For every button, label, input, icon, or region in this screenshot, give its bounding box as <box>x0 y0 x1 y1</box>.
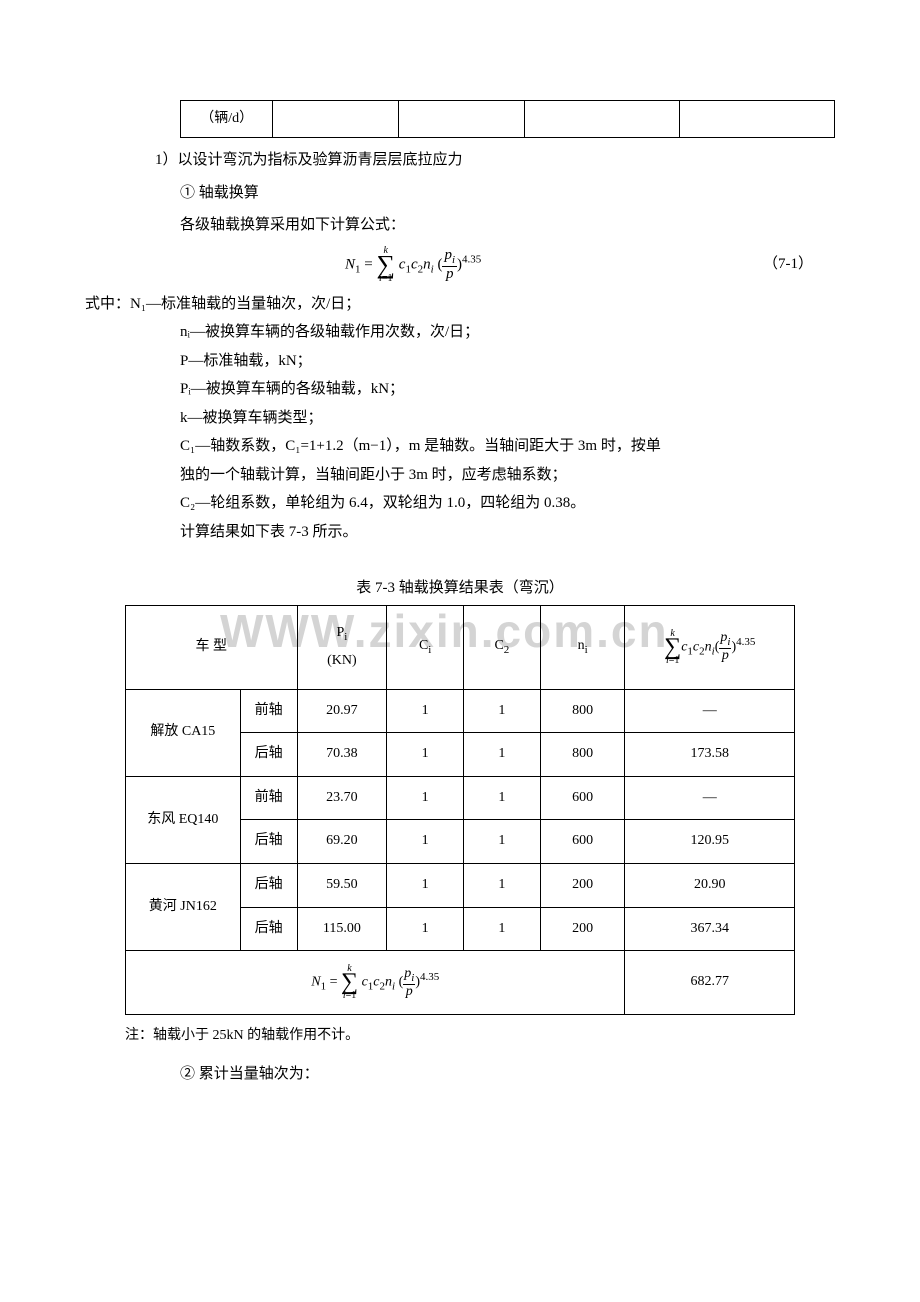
r2-p: 23.70 <box>297 776 387 820</box>
top-small-table: （辆/d） <box>180 100 835 138</box>
r2-c1: 1 <box>387 776 464 820</box>
para-step-2: ② 累计当量轴次为： <box>180 1060 835 1089</box>
hdr-ni: ni <box>540 605 625 689</box>
r5-c2: 1 <box>464 907 541 951</box>
sum-formula: N1 = k ∑ i=1 c1c2ni ( pi p )4.35 <box>126 951 625 1015</box>
r5-n: 200 <box>540 907 625 951</box>
r3-axle: 后轴 <box>240 820 297 864</box>
r1-sum: 173.58 <box>625 733 795 777</box>
r5-p: 115.00 <box>297 907 387 951</box>
r3-c2: 1 <box>464 820 541 864</box>
r0-axle: 前轴 <box>240 689 297 733</box>
r2-n: 600 <box>540 776 625 820</box>
top-cell-3 <box>524 101 679 138</box>
r5-axle: 后轴 <box>240 907 297 951</box>
top-cell-1 <box>273 101 399 138</box>
para-intro: 各级轴载换算采用如下计算公式： <box>180 211 835 240</box>
r3-p: 69.20 <box>297 820 387 864</box>
r2-c2: 1 <box>464 776 541 820</box>
r1-c1: 1 <box>387 733 464 777</box>
def-c2: C₂—轮组系数，单轮组为 6.4，双轮组为 1.0，四轮组为 0.38。 <box>180 489 835 518</box>
table-note: 注：轴载小于 25kN 的轴载作用不计。 <box>125 1023 835 1050</box>
r5-sum: 367.34 <box>625 907 795 951</box>
top-cell-0: （辆/d） <box>181 101 273 138</box>
r3-n: 600 <box>540 820 625 864</box>
r0-c1: 1 <box>387 689 464 733</box>
sum-total: 682.77 <box>625 951 795 1015</box>
r0-c2: 1 <box>464 689 541 733</box>
r0-p: 20.97 <box>297 689 387 733</box>
r4-sum: 20.90 <box>625 864 795 908</box>
r4-n: 200 <box>540 864 625 908</box>
formula-expr: N1 = k ∑ i=1 c1c2ni ( pi p )4.35 <box>345 246 481 284</box>
hdr-model: 车 型 <box>126 605 298 689</box>
r0-model: 解放 CA15 <box>126 689 241 776</box>
r0-n: 800 <box>540 689 625 733</box>
r1-n: 800 <box>540 733 625 777</box>
r1-axle: 后轴 <box>240 733 297 777</box>
r4-p: 59.50 <box>297 864 387 908</box>
hdr-pi: Pi(KN) <box>297 605 387 689</box>
def-k: k—被换算车辆类型； <box>180 404 835 433</box>
r2-model: 东风 EQ140 <box>126 776 241 863</box>
page-content: （辆/d） 1）以设计弯沉为指标及验算沥青层层底拉应力 ① 轴载换算 各级轴载换… <box>85 100 835 1088</box>
r4-c2: 1 <box>464 864 541 908</box>
r4-c1: 1 <box>387 864 464 908</box>
r2-sum: — <box>625 776 795 820</box>
r3-c1: 1 <box>387 820 464 864</box>
para-heading-1: 1）以设计弯沉为指标及验算沥青层层底拉应力 <box>155 146 835 175</box>
para-step-1: ① 轴载换算 <box>180 179 835 208</box>
def-c1-b: 独的一个轴载计算，当轴间距小于 3m 时，应考虑轴系数； <box>180 461 835 490</box>
r4-model: 黄河 JN162 <box>126 864 241 951</box>
top-cell-4 <box>679 101 834 138</box>
r1-c2: 1 <box>464 733 541 777</box>
table-7-3-title: 表 7-3 轴载换算结果表（弯沉） <box>85 574 835 603</box>
def-p: P—标准轴载，kN； <box>180 347 835 376</box>
formula-7-1: N1 = k ∑ i=1 c1c2ni ( pi p )4.35 （7-1） <box>85 246 835 284</box>
hdr-c2: C2 <box>464 605 541 689</box>
def-c1-a: C₁—轴数系数，C₁=1+1.2（m−1），m 是轴数。当轴间距大于 3m 时，… <box>180 432 835 461</box>
def-n1: 式中：N₁—标准轴载的当量轴次，次/日； <box>85 290 835 319</box>
def-ni: nᵢ—被换算车辆的各级轴载作用次数，次/日； <box>180 318 835 347</box>
r1-p: 70.38 <box>297 733 387 777</box>
r4-axle: 后轴 <box>240 864 297 908</box>
def-pi: Pᵢ—被换算车辆的各级轴载，kN； <box>180 375 835 404</box>
formula-number: （7-1） <box>763 250 835 279</box>
r3-sum: 120.95 <box>625 820 795 864</box>
r0-sum: — <box>625 689 795 733</box>
hdr-sum: k ∑ i=1 c1c2ni(pip)4.35 <box>625 605 795 689</box>
def-result: 计算结果如下表 7-3 所示。 <box>180 518 835 547</box>
top-cell-2 <box>399 101 525 138</box>
table-7-3: 车 型 Pi(KN) Ci C2 ni k ∑ i=1 c1c2ni(pip)4… <box>125 605 795 1016</box>
r2-axle: 前轴 <box>240 776 297 820</box>
hdr-c1: Ci <box>387 605 464 689</box>
r5-c1: 1 <box>387 907 464 951</box>
